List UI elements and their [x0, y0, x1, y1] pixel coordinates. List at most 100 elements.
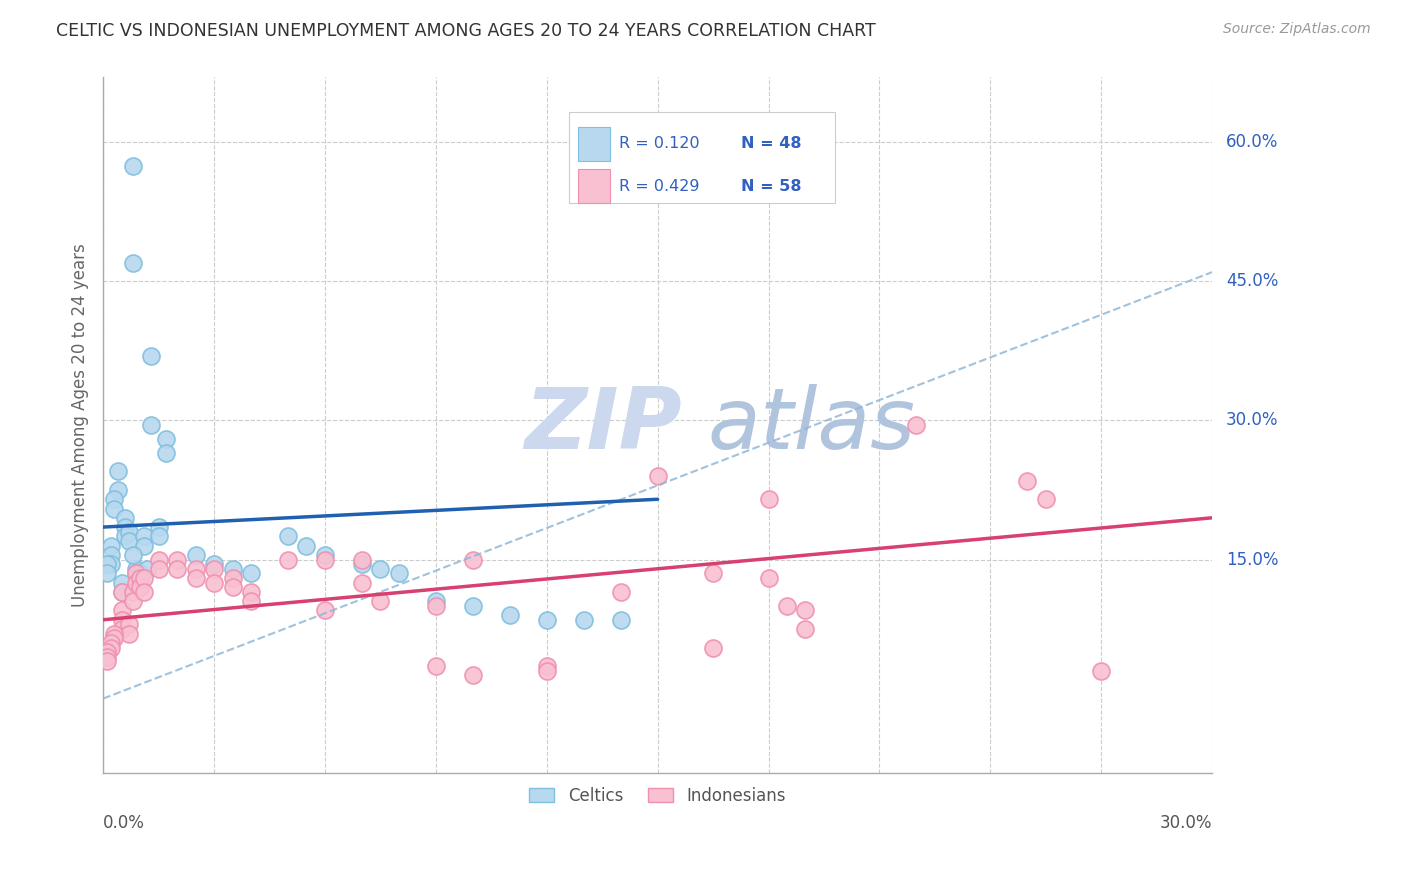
Point	[184, 562, 207, 576]
Text: R = 0.120: R = 0.120	[619, 136, 699, 152]
Point	[132, 571, 155, 585]
Point	[794, 603, 817, 617]
Point	[166, 552, 188, 566]
Point	[129, 566, 152, 581]
Point	[647, 469, 669, 483]
Point	[132, 529, 155, 543]
Text: CELTIC VS INDONESIAN UNEMPLOYMENT AMONG AGES 20 TO 24 YEARS CORRELATION CHART: CELTIC VS INDONESIAN UNEMPLOYMENT AMONG …	[56, 22, 876, 40]
Point	[350, 552, 373, 566]
Y-axis label: Unemployment Among Ages 20 to 24 years: Unemployment Among Ages 20 to 24 years	[72, 244, 89, 607]
Point	[100, 548, 122, 562]
Point	[125, 566, 148, 581]
Point	[314, 552, 336, 566]
Point	[202, 557, 225, 571]
Point	[536, 659, 558, 673]
Point	[96, 566, 118, 581]
Point	[103, 501, 125, 516]
Point	[96, 645, 118, 659]
Point	[202, 562, 225, 576]
Point	[103, 626, 125, 640]
Text: R = 0.429: R = 0.429	[619, 178, 699, 194]
Point	[107, 483, 129, 497]
Point	[221, 571, 243, 585]
Point	[110, 575, 132, 590]
Point	[184, 571, 207, 585]
Point	[103, 632, 125, 646]
Point	[240, 594, 263, 608]
Point	[118, 524, 141, 539]
FancyBboxPatch shape	[578, 127, 610, 161]
Point	[96, 557, 118, 571]
Text: 30.0%: 30.0%	[1226, 411, 1278, 429]
Point	[314, 603, 336, 617]
Text: Source: ZipAtlas.com: Source: ZipAtlas.com	[1223, 22, 1371, 37]
Point	[155, 432, 177, 446]
Point	[118, 533, 141, 548]
Point	[221, 580, 243, 594]
Point	[240, 566, 263, 581]
Point	[155, 446, 177, 460]
Text: 15.0%: 15.0%	[1226, 550, 1278, 568]
Point	[100, 640, 122, 655]
Point	[118, 617, 141, 632]
Point	[776, 599, 799, 613]
Point	[350, 557, 373, 571]
Point	[758, 492, 780, 507]
Point	[114, 510, 136, 524]
Text: 60.0%: 60.0%	[1226, 133, 1278, 152]
Text: 0.0%: 0.0%	[103, 814, 145, 832]
Point	[96, 655, 118, 669]
Point	[461, 599, 484, 613]
Point	[121, 256, 143, 270]
Point	[141, 349, 163, 363]
Point	[295, 539, 318, 553]
Point	[1017, 474, 1039, 488]
Point	[388, 566, 411, 581]
Point	[905, 418, 928, 433]
Point	[148, 520, 170, 534]
Legend: Celtics, Indonesians: Celtics, Indonesians	[522, 779, 794, 814]
Point	[609, 613, 631, 627]
Point	[103, 492, 125, 507]
Point	[125, 575, 148, 590]
Point	[1035, 492, 1057, 507]
Point	[461, 668, 484, 682]
Point	[110, 622, 132, 636]
Point	[118, 626, 141, 640]
Point	[536, 664, 558, 678]
Point	[425, 594, 447, 608]
Point	[1090, 664, 1112, 678]
Point	[121, 159, 143, 173]
Point	[129, 571, 152, 585]
Point	[499, 608, 522, 623]
Point	[100, 539, 122, 553]
Point	[100, 557, 122, 571]
Point	[114, 520, 136, 534]
Point	[240, 585, 263, 599]
Point	[121, 548, 143, 562]
Point	[221, 562, 243, 576]
Point	[110, 585, 132, 599]
Point	[148, 552, 170, 566]
Point	[536, 613, 558, 627]
Point	[136, 562, 159, 576]
Point	[110, 613, 132, 627]
Point	[370, 562, 392, 576]
FancyBboxPatch shape	[578, 169, 610, 203]
Point	[277, 529, 299, 543]
Point	[350, 575, 373, 590]
Point	[148, 562, 170, 576]
Point	[702, 566, 724, 581]
Point	[125, 562, 148, 576]
Point	[121, 585, 143, 599]
Point	[166, 562, 188, 576]
Point	[141, 418, 163, 433]
Point	[572, 613, 595, 627]
Point	[184, 548, 207, 562]
Point	[202, 575, 225, 590]
Point	[425, 599, 447, 613]
Text: ZIP: ZIP	[524, 384, 682, 467]
Point	[129, 580, 152, 594]
Point	[129, 580, 152, 594]
Point	[148, 529, 170, 543]
